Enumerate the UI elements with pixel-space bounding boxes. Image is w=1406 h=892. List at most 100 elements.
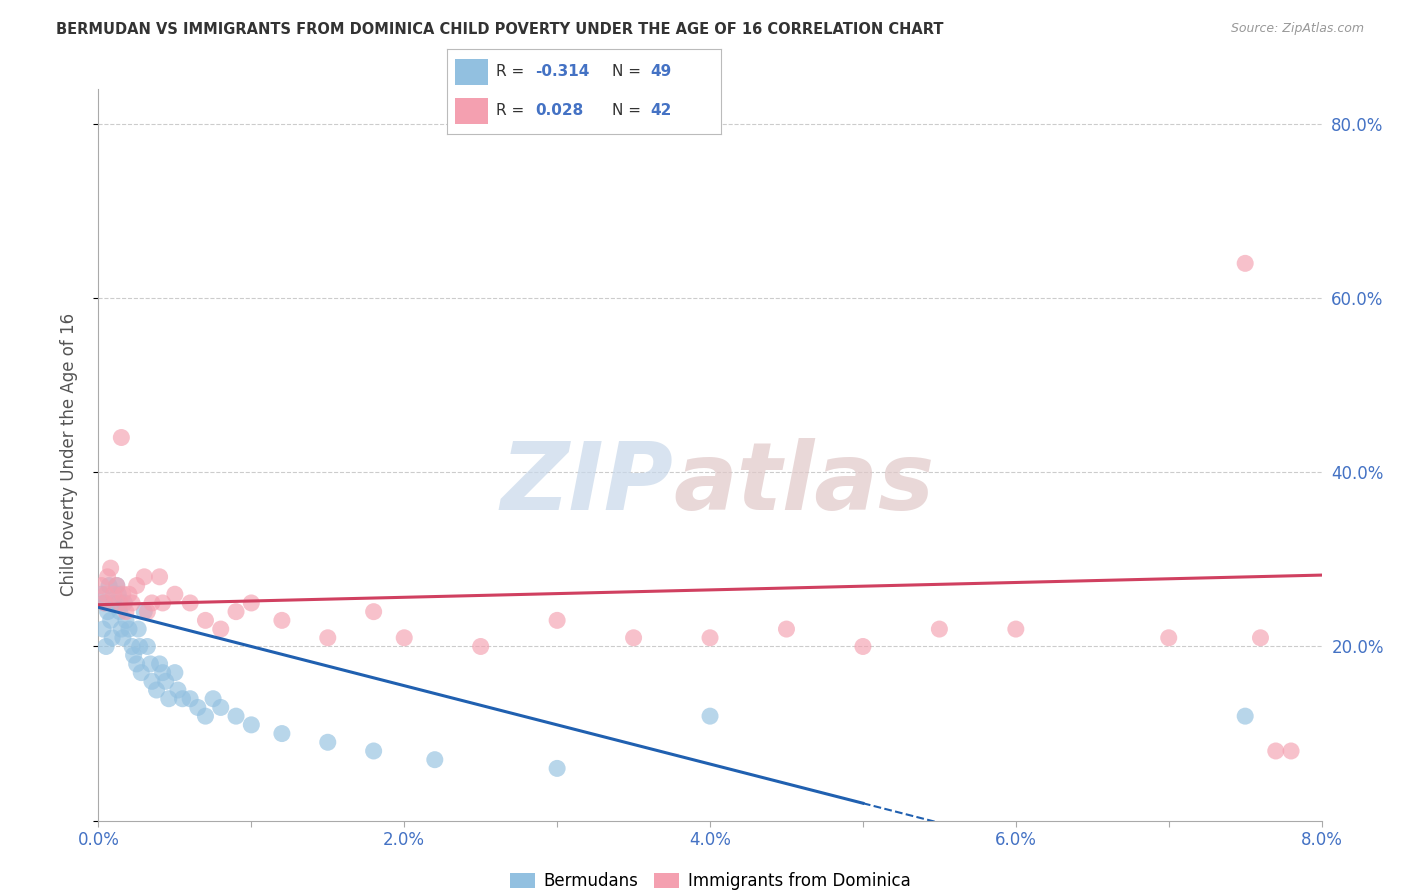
Point [141, 596, 163, 610]
Point [141, 674, 163, 689]
Point [155, 674, 177, 689]
Point [103, 596, 125, 610]
Point [1279, 744, 1302, 758]
Point [136, 640, 159, 654]
Point [270, 613, 294, 627]
Point [225, 605, 247, 619]
Point [108, 605, 131, 619]
Point [172, 691, 194, 706]
Point [93, 596, 115, 610]
Text: BERMUDAN VS IMMIGRANTS FROM DOMINICA CHILD POVERTY UNDER THE AGE OF 16 CORRELATI: BERMUDAN VS IMMIGRANTS FROM DOMINICA CHI… [56, 22, 943, 37]
Point [105, 578, 128, 592]
Point [163, 587, 186, 601]
Point [363, 605, 385, 619]
Point [149, 570, 172, 584]
Point [90, 587, 112, 601]
Point [157, 691, 180, 706]
Point [108, 596, 131, 610]
Point [101, 631, 124, 645]
Point [125, 578, 148, 592]
Point [94, 587, 117, 601]
Point [202, 691, 225, 706]
Point [110, 622, 132, 636]
Point [194, 709, 217, 723]
Point [1157, 631, 1180, 645]
Point [115, 613, 138, 627]
Point [852, 640, 875, 654]
Point [316, 631, 339, 645]
Point [111, 631, 134, 645]
Text: 42: 42 [650, 103, 672, 119]
Text: N =: N = [612, 103, 645, 119]
Point [118, 622, 141, 636]
Point [225, 709, 247, 723]
Point [134, 570, 156, 584]
Point [546, 613, 568, 627]
Point [1264, 744, 1286, 758]
Point [115, 605, 138, 619]
Point [928, 622, 950, 636]
Point [179, 691, 201, 706]
Point [187, 700, 209, 714]
Point [240, 596, 263, 610]
Text: 0.028: 0.028 [534, 103, 583, 119]
Point [97, 570, 120, 584]
Point [152, 665, 174, 680]
Point [107, 587, 129, 601]
Text: -0.314: -0.314 [534, 64, 589, 79]
Point [100, 561, 122, 575]
Point [105, 578, 128, 592]
Point [152, 596, 174, 610]
Point [98, 578, 121, 592]
Point [363, 744, 385, 758]
Point [1249, 631, 1271, 645]
Point [91, 622, 114, 636]
Text: atlas: atlas [673, 438, 935, 530]
Point [194, 613, 217, 627]
Point [270, 726, 294, 740]
Point [90, 578, 112, 592]
Point [316, 735, 339, 749]
Point [111, 587, 134, 601]
Bar [456, 59, 488, 85]
Y-axis label: Child Poverty Under the Age of 16: Child Poverty Under the Age of 16 [59, 313, 77, 597]
Point [167, 683, 190, 698]
Point [97, 605, 120, 619]
Point [127, 622, 149, 636]
Point [163, 665, 186, 680]
Point [121, 596, 143, 610]
Text: ZIP: ZIP [501, 438, 673, 530]
Point [139, 657, 162, 671]
Point [134, 605, 156, 619]
Point [209, 700, 232, 714]
Text: R =: R = [496, 103, 530, 119]
Point [775, 622, 797, 636]
Point [93, 596, 115, 610]
Point [699, 631, 721, 645]
Point [94, 640, 117, 654]
Point [240, 718, 263, 732]
Point [145, 683, 167, 698]
Point [128, 640, 150, 654]
Point [1004, 622, 1026, 636]
Text: N =: N = [612, 64, 645, 79]
Text: R =: R = [496, 64, 530, 79]
Point [179, 596, 201, 610]
Point [546, 761, 568, 775]
Point [110, 430, 132, 444]
Point [103, 587, 125, 601]
Point [136, 605, 159, 619]
Point [623, 631, 645, 645]
Point [392, 631, 416, 645]
Point [470, 640, 492, 654]
Point [1234, 709, 1257, 723]
Point [699, 709, 721, 723]
Point [1234, 256, 1257, 270]
Point [118, 587, 141, 601]
Point [423, 753, 446, 767]
Point [100, 613, 122, 627]
Text: Source: ZipAtlas.com: Source: ZipAtlas.com [1230, 22, 1364, 36]
Point [125, 657, 148, 671]
Point [122, 648, 145, 663]
Point [112, 596, 135, 610]
